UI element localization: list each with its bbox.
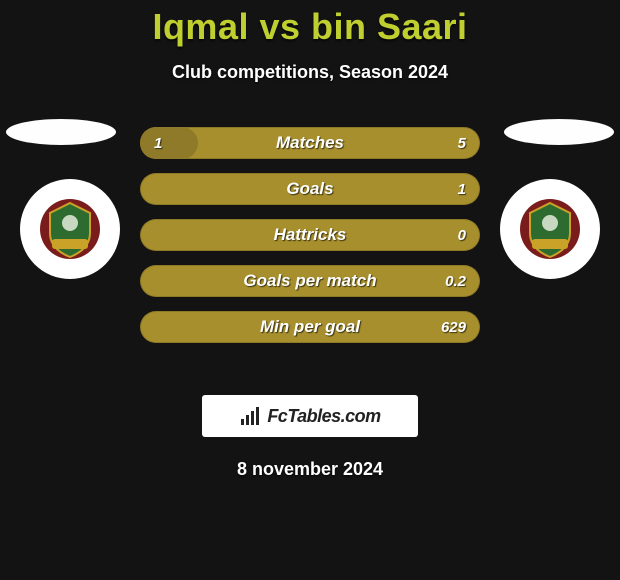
- stat-right-value: 5: [458, 127, 466, 159]
- stat-bar-list: 1Matches5Goals1Hattricks0Goals per match…: [140, 127, 480, 343]
- stat-right-value: 0.2: [445, 265, 466, 297]
- stat-label: Matches: [140, 127, 480, 159]
- stat-label: Goals: [140, 173, 480, 205]
- stat-bar: Hattricks0: [140, 219, 480, 251]
- stat-label: Hattricks: [140, 219, 480, 251]
- stat-bar: Goals per match0.2: [140, 265, 480, 297]
- player-left-crest: [20, 179, 120, 279]
- brand-text: FcTables.com: [267, 406, 380, 427]
- crest-icon: [518, 197, 582, 261]
- stat-right-value: 0: [458, 219, 466, 251]
- page-subtitle: Club competitions, Season 2024: [0, 62, 620, 83]
- stat-label: Goals per match: [140, 265, 480, 297]
- player-left-shadow: [6, 119, 116, 145]
- stat-right-value: 1: [458, 173, 466, 205]
- footer-date: 8 november 2024: [0, 459, 620, 480]
- stat-right-value: 629: [441, 311, 466, 343]
- stat-bar: Min per goal629: [140, 311, 480, 343]
- page-title: Iqmal vs bin Saari: [0, 0, 620, 48]
- player-right-crest: [500, 179, 600, 279]
- crest-icon: [38, 197, 102, 261]
- stat-bar: Goals1: [140, 173, 480, 205]
- stat-bar: 1Matches5: [140, 127, 480, 159]
- player-right-shadow: [504, 119, 614, 145]
- comparison-area: 1Matches5Goals1Hattricks0Goals per match…: [0, 119, 620, 379]
- bar-chart-icon: [239, 405, 263, 427]
- brand-footer: FcTables.com: [202, 395, 418, 437]
- stat-label: Min per goal: [140, 311, 480, 343]
